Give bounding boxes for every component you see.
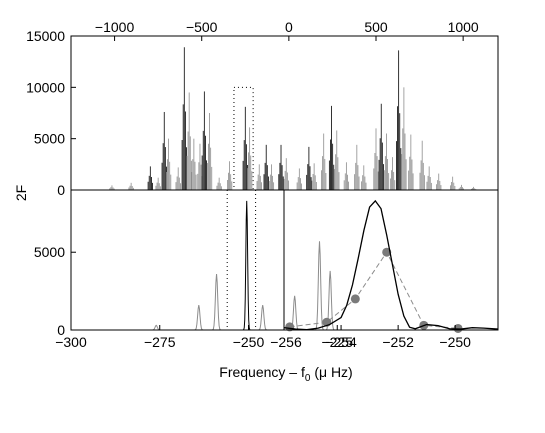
bottom-left-x-tick-label: −275 (144, 334, 176, 350)
x-axis-label-units: (μ Hz) (310, 364, 352, 380)
bottom-right-dashed-line (289, 251, 459, 329)
top-y-tick-label: 0 (57, 182, 65, 198)
top-dotted-box (233, 86, 254, 191)
x-axis-label-main: Frequency – f (219, 364, 305, 380)
bottom-left-peak (193, 305, 204, 331)
bottom-right-x-tick-label: −252 (382, 334, 414, 350)
top-x-tick-label: −500 (186, 19, 218, 35)
bottom-left-x-ticks: −300 −275 −250 −225 (55, 325, 353, 350)
top-x-ticks: −1000 −500 0 500 1000 (95, 19, 479, 41)
bottom-left-peak (257, 305, 268, 331)
bottom-left-panel: −300 −275 −250 −225 0 5000 (34, 189, 353, 350)
bottom-left-peak (314, 241, 325, 331)
y-axis-label: 2F (13, 185, 29, 201)
top-y-tick-label: 5000 (34, 131, 65, 147)
top-y-ticks: 0 5000 10000 15000 (26, 28, 76, 198)
bottom-right-x-ticks: −256 −254 −252 −250 (270, 325, 471, 350)
bottom-right-x-tick-label: −250 (439, 334, 471, 350)
x-axis-label-sub: 0 (305, 373, 311, 384)
bottom-left-peak (242, 200, 251, 331)
top-panel: −1000 −500 0 500 1000 0 5000 10000 15000 (26, 19, 499, 198)
x-axis-label: Frequency – f0 (μ Hz) (219, 364, 352, 384)
bottom-right-x-tick-label: −256 (270, 334, 302, 350)
top-x-tick-label: −1000 (95, 19, 135, 35)
bottom-left-y-ticks: 0 5000 (34, 244, 76, 338)
bottom-right-panel: −256 −254 −252 −250 (270, 189, 499, 350)
bottom-left-x-tick-label: −225 (321, 334, 353, 350)
top-y-tick-label: 15000 (26, 28, 65, 44)
bottom-left-peak (325, 270, 336, 331)
top-x-tick-label: 500 (364, 19, 388, 35)
bottom-left-x-tick-label: −300 (55, 334, 87, 350)
bottom-right-solid-curve (283, 199, 499, 331)
bottom-left-peaks (151, 200, 336, 331)
top-x-tick-label: 1000 (448, 19, 479, 35)
top-peaks (109, 47, 477, 190)
bottom-left-dotted-lines (226, 190, 257, 330)
top-axes-frame (70, 35, 499, 191)
bottom-right-x-tick-label: −254 (325, 334, 357, 350)
top-y-tick-label: 10000 (26, 79, 65, 95)
bottom-right-points (285, 247, 463, 333)
bottom-left-peak (211, 273, 222, 331)
bottom-right-point (350, 294, 360, 304)
bottom-left-x-tick-label: −250 (233, 334, 265, 350)
top-x-tick-label: 0 (285, 19, 293, 35)
bottom-left-y-tick-label: 0 (57, 322, 65, 338)
bottom-right-axes-frame (283, 189, 499, 331)
bottom-left-axes-frame (70, 189, 285, 331)
bottom-left-y-tick-label: 5000 (34, 244, 65, 260)
